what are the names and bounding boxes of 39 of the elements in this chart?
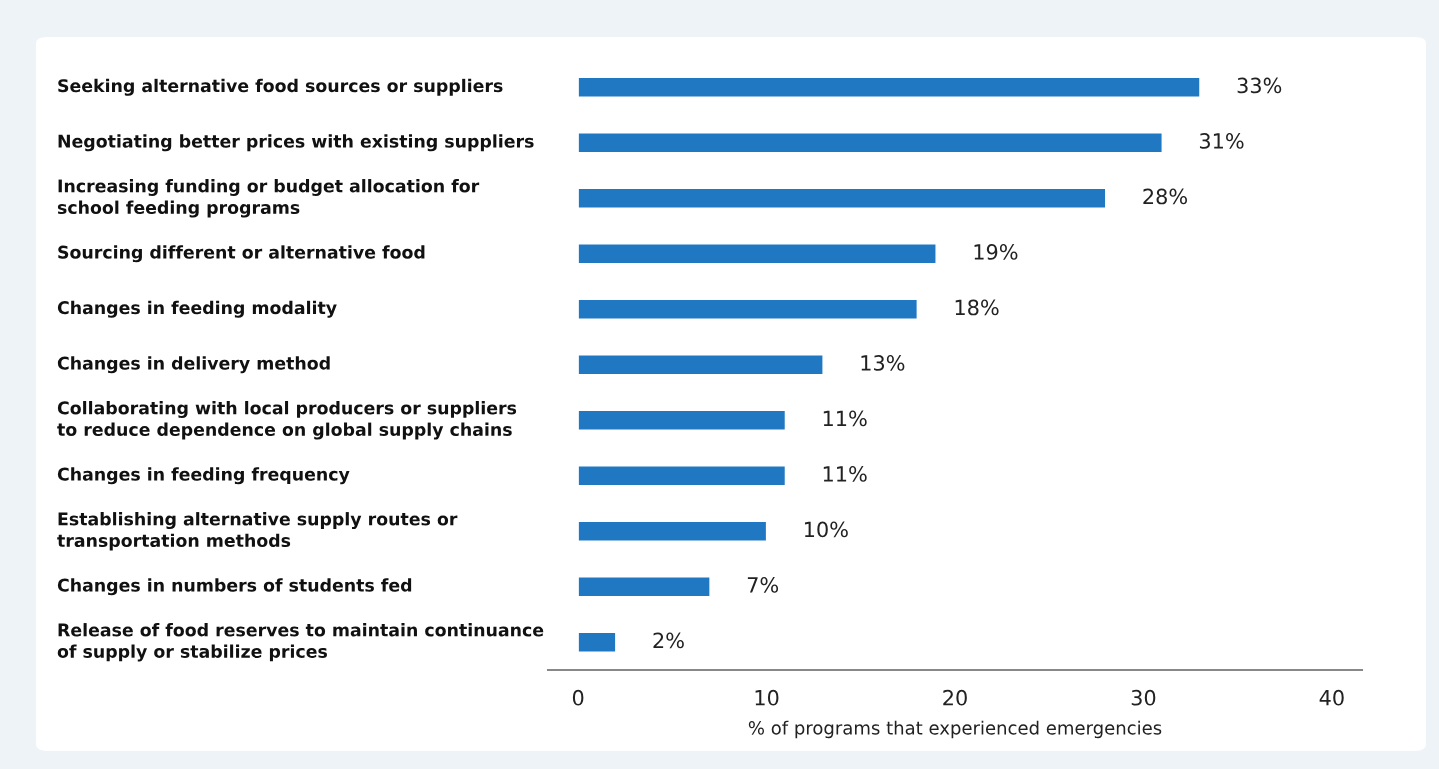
data-label: 33%: [1237, 77, 1282, 94]
bar: [577, 187, 1107, 209]
x-tick-label: 20: [943, 689, 967, 706]
data-label: 18%: [955, 299, 999, 316]
data-label: 11%: [823, 410, 867, 427]
y-tick-label: Sourcing different or alternative food: [58, 245, 425, 263]
bar: [577, 132, 1163, 154]
x-tick-label: 30: [1131, 689, 1156, 706]
bar: [577, 409, 787, 431]
y-tick-label: Changes in numbers of students fed: [57, 578, 412, 596]
y-tick-label: Collaborating with local producers or suppliers to reduce dependence on global supply chains: [57, 401, 517, 440]
bar: [577, 76, 1201, 98]
y-tick-label: Changes in delivery method: [57, 356, 330, 374]
data-label: 28%: [1143, 188, 1188, 205]
data-label: 2%: [653, 632, 684, 649]
data-label: 19%: [974, 244, 1018, 260]
data-label: 31%: [1199, 133, 1244, 149]
bar: [577, 243, 937, 265]
y-tick-label: Changes in feeding modality: [57, 300, 337, 318]
bar: [577, 520, 768, 542]
x-tick-label: 40: [1319, 689, 1344, 706]
x-tick-label: 10: [755, 689, 779, 706]
y-tick-label: Establishing alternative supply routes or transportation methods: [57, 512, 458, 551]
y-tick-label: Increasing funding or budget allocation for school feeding programs: [57, 179, 480, 218]
x-tick-label: 0: [572, 689, 584, 706]
y-tick-label: Seeking alternative food sources or suppliers: [58, 78, 503, 96]
bar: [577, 354, 824, 376]
data-label: 10%: [804, 521, 848, 538]
bar: [577, 465, 787, 487]
x-axis-title: % of programs that experienced emergencies: [748, 720, 1162, 739]
bar: [577, 298, 919, 320]
data-label: 13%: [861, 355, 905, 371]
y-tick-label: Release of food reserves to maintain continuance of supply or stabilize prices: [57, 623, 544, 662]
y-tick-label: Changes in feeding frequency: [57, 467, 350, 485]
bar: [577, 576, 711, 598]
y-tick-label: Negotiating better prices with existing suppliers: [58, 134, 534, 152]
data-label: 7%: [747, 577, 779, 593]
data-label: 11%: [823, 466, 867, 482]
bar: [577, 631, 617, 653]
